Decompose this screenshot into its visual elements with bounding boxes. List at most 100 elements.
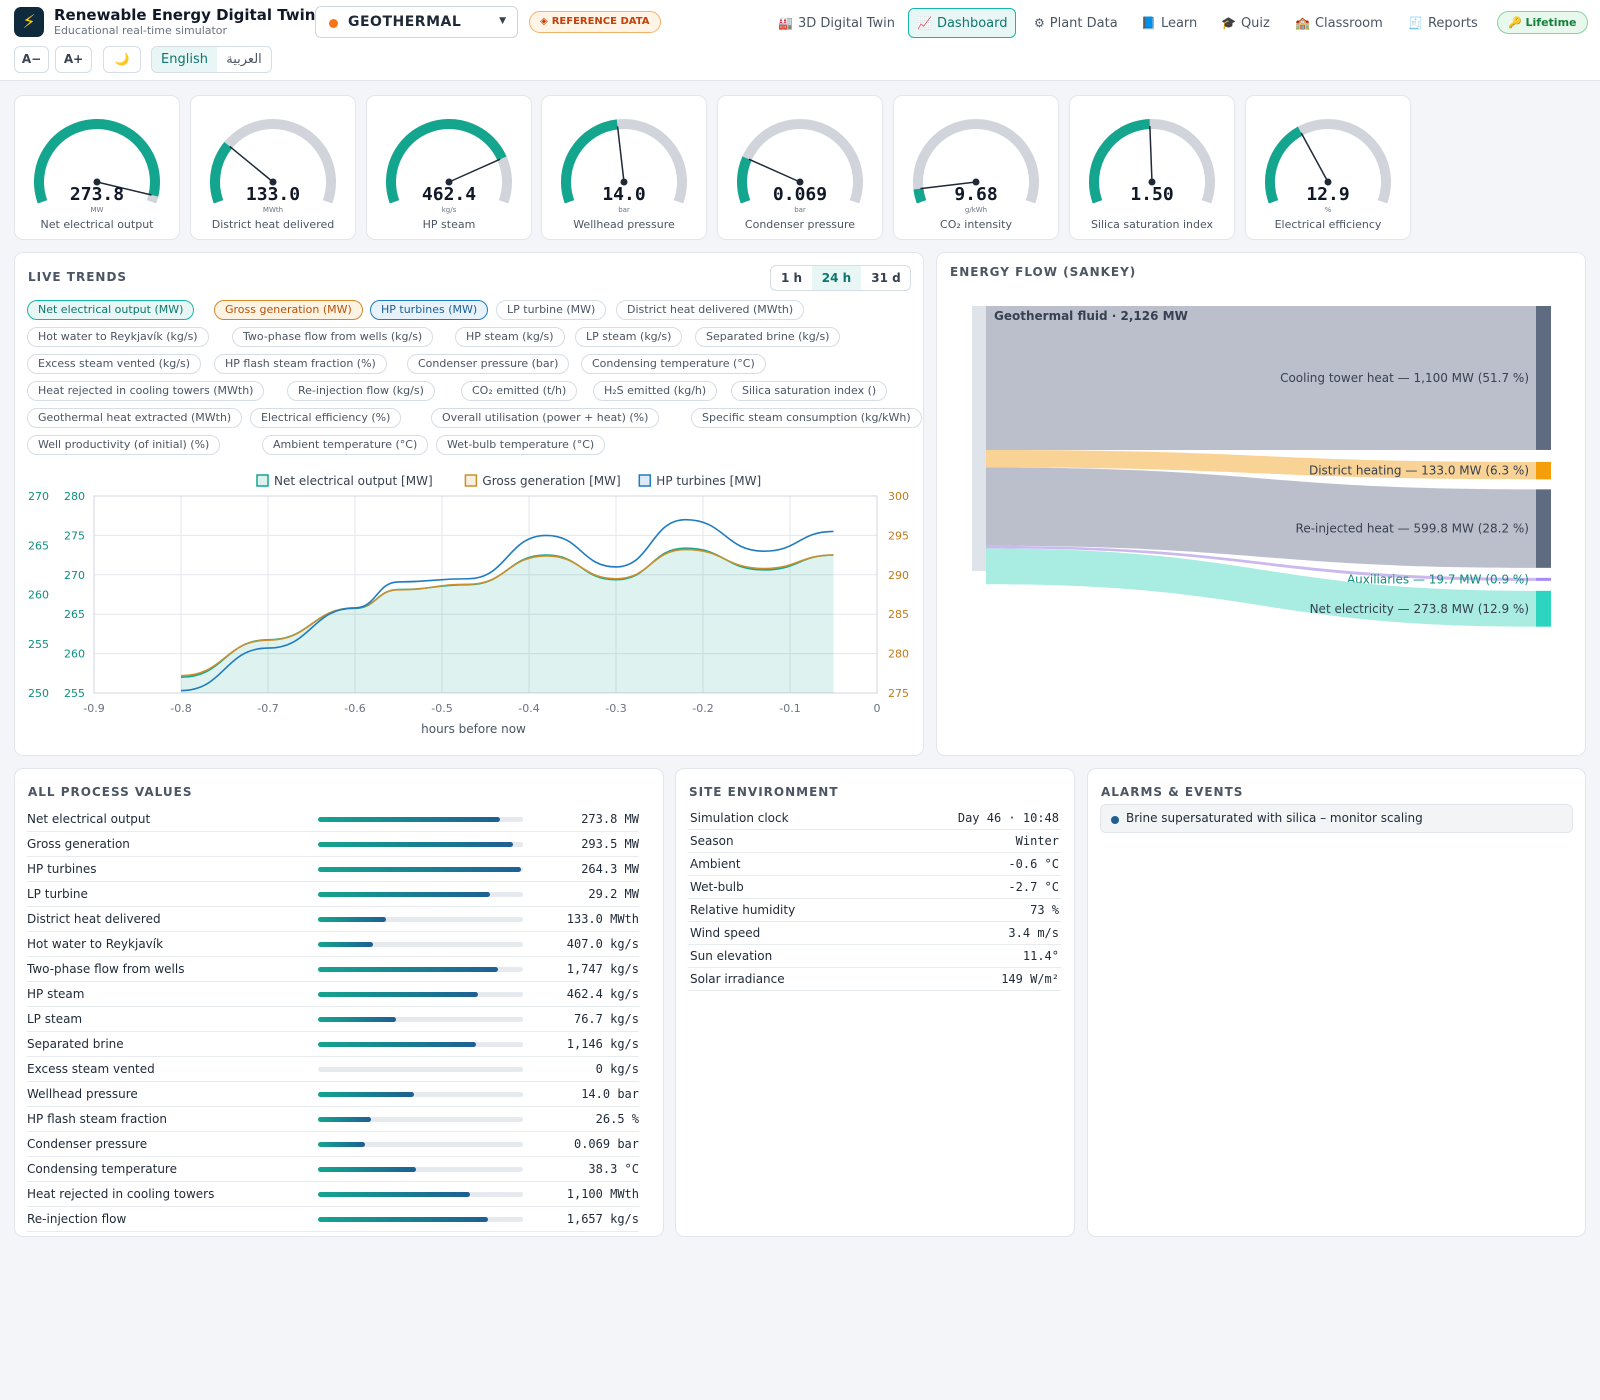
series-chip[interactable]: LP turbine (MW)	[496, 300, 607, 320]
series-chip[interactable]: District heat delivered (MWth)	[616, 300, 805, 320]
series-chip[interactable]: Wet-bulb temperature (°C)	[436, 435, 606, 455]
environment-name: Wind speed	[690, 926, 761, 940]
nav-classroom[interactable]: 🏫 Classroom	[1295, 16, 1383, 31]
process-value-row: HP turbines 264.3 MW	[27, 857, 639, 882]
range-24h-button[interactable]: 24 h	[812, 266, 861, 290]
series-chip[interactable]: Condensing temperature (°C)	[581, 354, 766, 374]
nav-3d-digital-twin[interactable]: 🏭 3D Digital Twin	[778, 16, 895, 31]
environment-row: Ambient -0.6 °C	[688, 853, 1061, 876]
legend-swatch	[256, 474, 269, 487]
environment-value: Day 46 · 10:48	[957, 811, 1059, 825]
gauge-card: 462.4 kg/s HP steam	[366, 95, 532, 240]
gauge-fill	[386, 119, 507, 204]
process-value-bar	[318, 1092, 523, 1097]
series-chip[interactable]: HP flash steam fraction (%)	[214, 354, 387, 374]
nav-dashboard[interactable]: 📈 Dashboard	[908, 8, 1017, 38]
series-chip[interactable]: Two-phase flow from wells (kg/s)	[232, 327, 434, 347]
diamond-icon: ◈	[540, 16, 548, 27]
series-chip[interactable]: H₂S emitted (kg/h)	[593, 381, 718, 401]
process-value-bar-fill	[318, 1192, 470, 1197]
process-value-name: Condenser pressure	[27, 1137, 148, 1151]
y-outer-tick-label: 250	[28, 687, 49, 700]
gauge-value: 0.069	[772, 184, 828, 205]
gauge-fill	[34, 119, 160, 204]
gauge-label: CO₂ intensity	[940, 218, 1012, 231]
process-value-reading: 264.3 MW	[581, 862, 639, 876]
x-tick-label: -0.1	[779, 702, 800, 715]
series-chip[interactable]: Specific steam consumption (kg/kWh)	[691, 408, 922, 428]
process-value-name: Two-phase flow from wells	[27, 962, 185, 976]
process-value-reading: 26.5 %	[595, 1112, 639, 1126]
process-value-bar	[318, 1067, 523, 1072]
plant-type-select[interactable]: GEOTHERMAL ▼	[315, 6, 518, 38]
lang-arabic-button[interactable]: العربية	[226, 52, 262, 67]
process-value-row: HP flash steam fraction 26.5 %	[27, 1107, 639, 1132]
gauge-unit: MW	[90, 206, 104, 214]
process-value-bar-fill	[318, 1117, 371, 1122]
series-chip[interactable]: Separated brine (kg/s)	[695, 327, 841, 347]
plant-color-dot-icon	[329, 19, 338, 28]
series-chip[interactable]: Heat rejected in cooling towers (MWth)	[27, 381, 265, 401]
alarms-panel: ALARMS & EVENTS Brine supersaturated wit…	[1087, 768, 1586, 1237]
series-chip[interactable]: Condenser pressure (bar)	[407, 354, 570, 374]
process-value-reading: 76.7 kg/s	[573, 1012, 639, 1026]
series-chip[interactable]: LP steam (kg/s)	[575, 327, 683, 347]
series-chip[interactable]: Re-injection flow (kg/s)	[287, 381, 435, 401]
app-title: Renewable Energy Digital Twin	[54, 6, 316, 24]
font-increase-button[interactable]: A+	[55, 46, 92, 73]
series-chip[interactable]: Geothermal heat extracted (MWth)	[27, 408, 243, 428]
alarm-item[interactable]: Brine supersaturated with silica – monit…	[1100, 804, 1573, 833]
environment-row: Wet-bulb -2.7 °C	[688, 876, 1061, 899]
series-chip[interactable]: Silica saturation index ()	[731, 381, 888, 401]
series-chip[interactable]: CO₂ emitted (t/h)	[461, 381, 578, 401]
range-31d-button[interactable]: 31 d	[871, 271, 901, 285]
process-value-name: Separated brine	[27, 1037, 124, 1051]
y-right-tick-label: 280	[888, 648, 909, 661]
nav-plant-data[interactable]: ⚙ Plant Data	[1034, 16, 1118, 31]
process-value-name: HP steam	[27, 987, 85, 1001]
lifetime-license-badge[interactable]: 🔑 Lifetime	[1497, 11, 1588, 34]
series-chip[interactable]: Overall utilisation (power + heat) (%)	[431, 408, 660, 428]
sankey-flow-label: Re-injected heat — 599.8 MW (28.2 %)	[1296, 522, 1529, 536]
gauge-needle	[1149, 126, 1153, 183]
nav-learn[interactable]: 📘 Learn	[1141, 16, 1198, 31]
process-value-name: Condensing temperature	[27, 1162, 177, 1176]
gauge-hub	[269, 178, 277, 186]
series-chip[interactable]: Excess steam vented (kg/s)	[27, 354, 201, 374]
sankey-flow-label: District heating — 133.0 MW (6.3 %)	[1309, 464, 1529, 478]
environment-name: Ambient	[690, 857, 741, 871]
process-value-name: District heat delivered	[27, 912, 161, 926]
process-value-bar-fill	[318, 1042, 476, 1047]
series-chip[interactable]: Gross generation (MW)	[214, 300, 363, 320]
gauge-needle	[448, 158, 501, 183]
legend-swatch	[464, 474, 478, 487]
series-chip[interactable]: Well productivity (of initial) (%)	[27, 435, 221, 455]
process-value-bar-fill	[318, 842, 513, 847]
process-value-row: Gross generation 293.5 MW	[27, 832, 639, 857]
series-chip[interactable]: Ambient temperature (°C)	[262, 435, 429, 455]
font-decrease-button[interactable]: A−	[14, 46, 49, 73]
series-chip[interactable]: Net electrical output (MW)	[27, 300, 195, 320]
nav-quiz[interactable]: 🎓 Quiz	[1221, 16, 1270, 31]
site-environment-panel: SITE ENVIRONMENT Simulation clock Day 46 …	[675, 768, 1075, 1237]
process-value-bar	[318, 1017, 523, 1022]
gauge-value: 9.68	[954, 184, 998, 205]
app-subtitle: Educational real-time simulator	[54, 24, 228, 37]
environment-name: Season	[690, 834, 734, 848]
y-inner-tick-label: 260	[64, 648, 85, 661]
gauge-needle	[748, 158, 801, 183]
site-environment-title: SITE ENVIRONMENT	[689, 785, 839, 799]
gauge-card: 273.8 MW Net electrical output	[14, 95, 180, 240]
factory-icon: 🏭	[778, 16, 793, 30]
series-chip[interactable]: HP steam (kg/s)	[455, 327, 565, 347]
nav-reports[interactable]: 🧾 Reports	[1408, 16, 1478, 31]
moon-icon[interactable]: 🌙	[103, 46, 141, 73]
series-chip[interactable]: Hot water to Reykjavík (kg/s)	[27, 327, 209, 347]
lang-english-button[interactable]: English	[152, 47, 217, 72]
series-chip[interactable]: Electrical efficiency (%)	[250, 408, 402, 428]
gauge-fill	[913, 188, 927, 204]
gauge-unit: MWth	[262, 206, 284, 214]
range-1h-button[interactable]: 1 h	[780, 271, 803, 285]
environment-value: 11.4°	[1022, 949, 1059, 963]
series-chip[interactable]: HP turbines (MW)	[370, 300, 489, 320]
